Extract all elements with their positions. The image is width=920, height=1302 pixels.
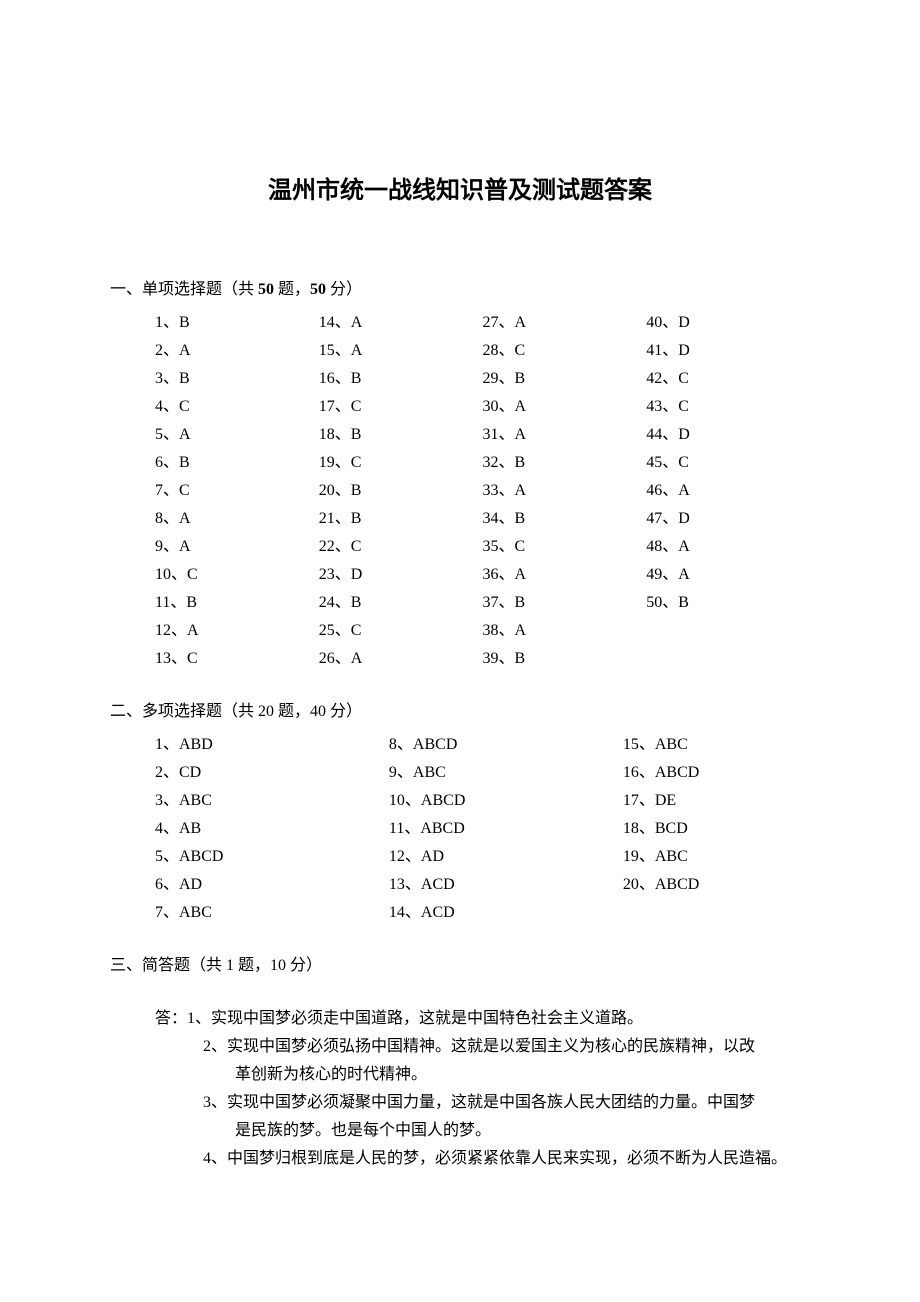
answer-column: 27、A28、C29、B30、A31、A32、B33、A34、B35、C36、A… (483, 309, 647, 673)
section1-count: 50 (258, 281, 274, 298)
answer-item: 27、A (483, 309, 647, 337)
answer-item: 32、B (483, 449, 647, 477)
answer-item: 13、ACD (389, 871, 623, 899)
answer-column: 8、ABCD9、ABC10、ABCD11、ABCD12、AD13、ACD14、A… (389, 731, 623, 927)
answer-item: 34、B (483, 505, 647, 533)
answer-item: 16、B (319, 365, 483, 393)
answer-item: 5、ABCD (155, 843, 389, 871)
answer-item: 8、ABCD (389, 731, 623, 759)
answer-item: 4、C (155, 393, 319, 421)
answer-item: 2、A (155, 337, 319, 365)
answer-item: 17、C (319, 393, 483, 421)
answer-item: 22、C (319, 533, 483, 561)
answer-item: 20、ABCD (623, 871, 810, 899)
answer-item: 5、A (155, 421, 319, 449)
essay-line: 2、实现中国梦必须弘扬中国精神。这就是以爱国主义为核心的民族精神，以改 (155, 1033, 810, 1061)
section1-header-suffix: 分） (326, 281, 362, 298)
answer-item: 11、ABCD (389, 815, 623, 843)
answer-item: 50、B (646, 589, 810, 617)
answer-item: 38、A (483, 617, 647, 645)
answer-item: 16、ABCD (623, 759, 810, 787)
answer-item: 4、AB (155, 815, 389, 843)
answer-item: 12、AD (389, 843, 623, 871)
answer-item: 44、D (646, 421, 810, 449)
answer-item: 8、A (155, 505, 319, 533)
answer-item: 12、A (155, 617, 319, 645)
essay-line: 是民族的梦。也是每个中国人的梦。 (155, 1117, 810, 1145)
answer-item: 49、A (646, 561, 810, 589)
section3-header: 三、简答题（共 1 题，10 分） (110, 951, 810, 975)
answer-item: 41、D (646, 337, 810, 365)
section1-header-mid: 题， (274, 281, 310, 298)
answer-item: 31、A (483, 421, 647, 449)
answer-item: 11、B (155, 589, 319, 617)
answer-item: 18、B (319, 421, 483, 449)
answer-item: 29、B (483, 365, 647, 393)
answer-item: 17、DE (623, 787, 810, 815)
section2-answers: 1、ABD2、CD3、ABC4、AB5、ABCD6、AD7、ABC8、ABCD9… (110, 731, 810, 927)
answer-item: 19、C (319, 449, 483, 477)
essay-line: 革创新为核心的时代精神。 (155, 1061, 810, 1089)
answer-item: 48、A (646, 533, 810, 561)
answer-item: 24、B (319, 589, 483, 617)
answer-item: 45、C (646, 449, 810, 477)
section2-header: 二、多项选择题（共 20 题，40 分） (110, 697, 810, 721)
document-page: 温州市统一战线知识普及测试题答案 一、单项选择题（共 50 题，50 分） 1、… (0, 0, 920, 1253)
answer-item: 9、ABC (389, 759, 623, 787)
answer-item: 18、BCD (623, 815, 810, 843)
answer-item: 47、D (646, 505, 810, 533)
answer-item: 13、C (155, 645, 319, 673)
answer-item: 15、ABC (623, 731, 810, 759)
answer-item: 15、A (319, 337, 483, 365)
answer-item: 1、B (155, 309, 319, 337)
essay-line: 答：1、实现中国梦必须走中国道路，这就是中国特色社会主义道路。 (155, 1005, 810, 1033)
answer-item: 19、ABC (623, 843, 810, 871)
answer-item: 37、B (483, 589, 647, 617)
answer-item: 42、C (646, 365, 810, 393)
answer-item: 9、A (155, 533, 319, 561)
answer-item: 1、ABD (155, 731, 389, 759)
answer-item: 3、B (155, 365, 319, 393)
section1-header: 一、单项选择题（共 50 题，50 分） (110, 275, 810, 299)
answer-item: 6、B (155, 449, 319, 477)
answer-item: 3、ABC (155, 787, 389, 815)
answer-item: 39、B (483, 645, 647, 673)
answer-item: 6、AD (155, 871, 389, 899)
answer-item: 2、CD (155, 759, 389, 787)
answer-item: 30、A (483, 393, 647, 421)
answer-item: 35、C (483, 533, 647, 561)
essay-line: 3、实现中国梦必须凝聚中国力量，这就是中国各族人民大团结的力量。中国梦 (155, 1089, 810, 1117)
answer-item: 36、A (483, 561, 647, 589)
answer-item: 7、C (155, 477, 319, 505)
answer-item: 33、A (483, 477, 647, 505)
answer-item: 23、D (319, 561, 483, 589)
answer-item: 20、B (319, 477, 483, 505)
answer-item: 43、C (646, 393, 810, 421)
answer-column: 14、A15、A16、B17、C18、B19、C20、B21、B22、C23、D… (319, 309, 483, 673)
document-title: 温州市统一战线知识普及测试题答案 (110, 170, 810, 205)
answer-item: 10、C (155, 561, 319, 589)
answer-item: 14、ACD (389, 899, 623, 927)
answer-item: 21、B (319, 505, 483, 533)
answer-item: 26、A (319, 645, 483, 673)
answer-item: 14、A (319, 309, 483, 337)
answer-column: 15、ABC16、ABCD17、DE18、BCD19、ABC20、ABCD (623, 731, 810, 927)
answer-item: 7、ABC (155, 899, 389, 927)
section3-answer: 答：1、实现中国梦必须走中国道路，这就是中国特色社会主义道路。2、实现中国梦必须… (110, 1005, 810, 1173)
answer-column: 40、D41、D42、C43、C44、D45、C46、A47、D48、A49、A… (646, 309, 810, 673)
answer-item: 40、D (646, 309, 810, 337)
answer-item: 10、ABCD (389, 787, 623, 815)
section1-answers: 1、B2、A3、B4、C5、A6、B7、C8、A9、A10、C11、B12、A1… (110, 309, 810, 673)
essay-line: 4、中国梦归根到底是人民的梦，必须紧紧依靠人民来实现，必须不断为人民造福。 (155, 1145, 810, 1173)
section1-points: 50 (310, 281, 326, 298)
answer-item: 28、C (483, 337, 647, 365)
section1-header-prefix: 一、单项选择题（共 (110, 281, 258, 298)
answer-item: 25、C (319, 617, 483, 645)
answer-column: 1、B2、A3、B4、C5、A6、B7、C8、A9、A10、C11、B12、A1… (155, 309, 319, 673)
answer-item: 46、A (646, 477, 810, 505)
answer-column: 1、ABD2、CD3、ABC4、AB5、ABCD6、AD7、ABC (155, 731, 389, 927)
